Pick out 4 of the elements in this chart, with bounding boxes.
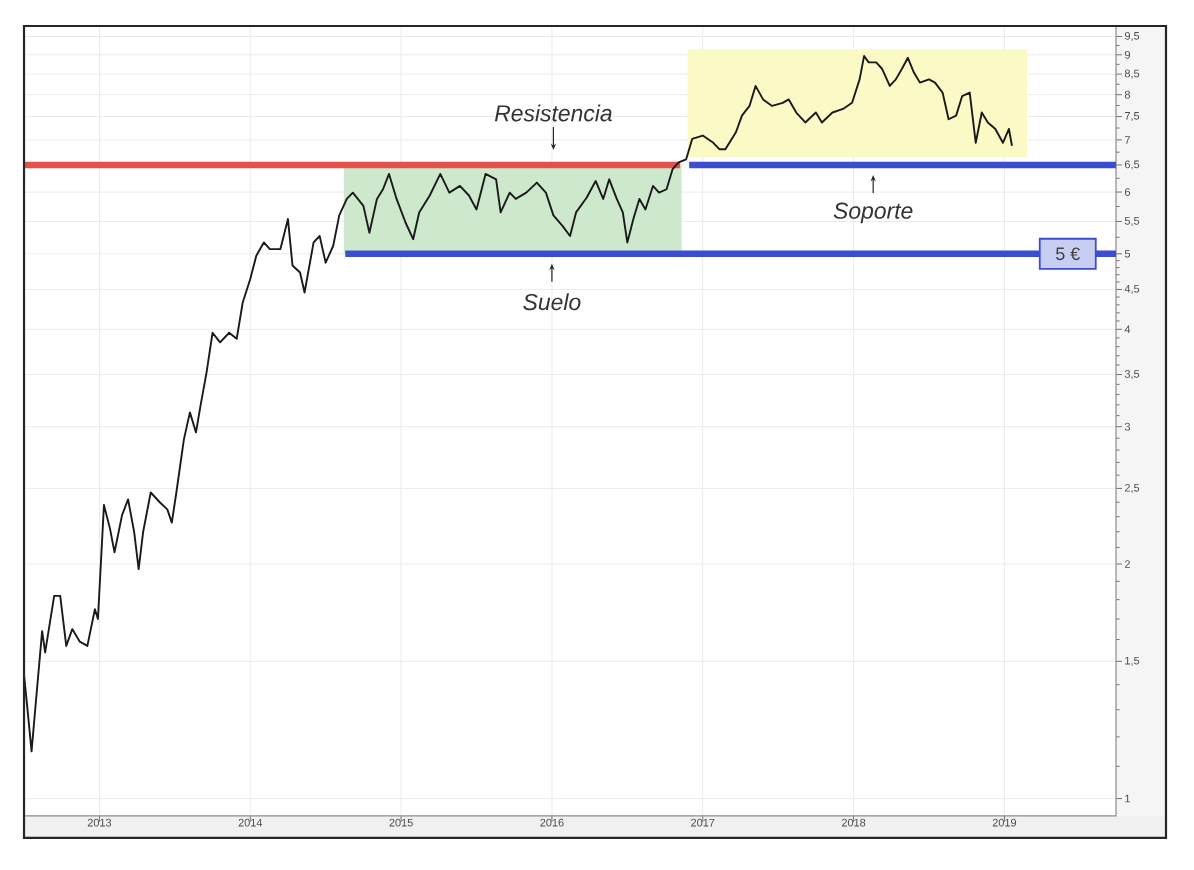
annotation: Suelo [523, 293, 581, 311]
annotation: Soporte [833, 202, 913, 224]
annotation: 5 € [1056, 247, 1080, 261]
annotation: Resistencia [494, 104, 612, 122]
